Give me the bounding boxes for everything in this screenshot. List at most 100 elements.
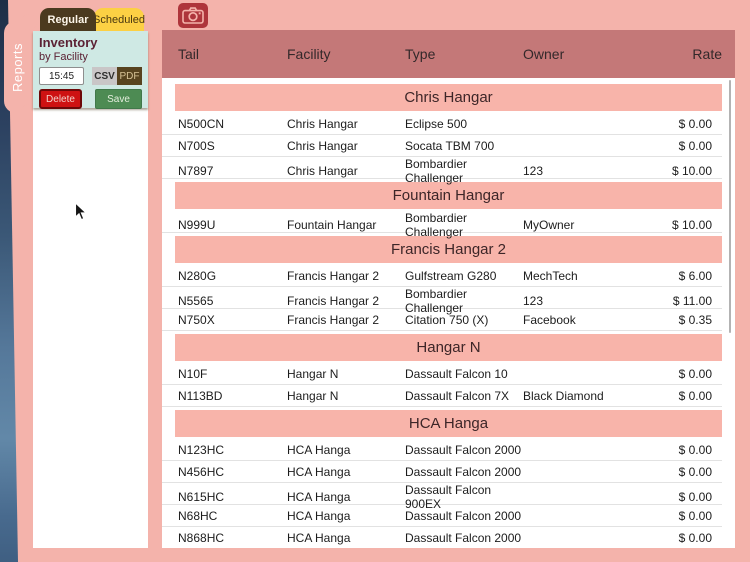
cell-rate: $ 0.00 (678, 116, 712, 131)
table-row[interactable]: N999U Fountain Hangar Bombardier Challen… (162, 211, 722, 239)
table-row[interactable]: N68HC HCA Hanga Dassault Falcon 2000 $ 0… (162, 505, 722, 527)
time-input[interactable] (39, 67, 84, 85)
group-header: HCA Hanga (175, 410, 722, 437)
panel-subtitle: by Facility (39, 51, 88, 63)
column-header-rate: Rate (692, 46, 722, 62)
save-button[interactable]: Save (95, 89, 142, 109)
table-header: Tail Facility Type Owner Rate (162, 30, 735, 78)
cell-facility: Francis Hangar 2 (287, 294, 380, 308)
cell-owner: Facebook (523, 312, 576, 327)
tab-regular[interactable]: Regular (40, 8, 96, 31)
cell-owner: MechTech (523, 268, 578, 283)
cell-facility: Chris Hangar (287, 164, 358, 178)
table-row[interactable]: N868HC HCA Hanga Dassault Falcon 2000 $ … (162, 527, 722, 548)
cell-tail: N113BD (178, 388, 223, 403)
cell-rate: $ 6.00 (678, 268, 712, 283)
tab-flare-top (21, 14, 37, 30)
inventory-panel: Inventory by Facility CSV PDF Delete Sav… (33, 31, 148, 109)
table-row[interactable]: N500CN Chris Hangar Eclipse 500 $ 0.00 (162, 113, 722, 135)
camera-icon (182, 7, 204, 24)
cell-type: Dassault Falcon 2000 (405, 464, 522, 479)
cell-facility: HCA Hanga (287, 530, 351, 545)
cell-type: Dassault Falcon 2000 (405, 530, 522, 545)
cell-type: Socata TBM 700 (405, 138, 495, 153)
table-row[interactable]: N700S Chris Hangar Socata TBM 700 $ 0.00 (162, 135, 722, 157)
cell-type: Dassault Falcon 2000 (405, 442, 522, 457)
table-row[interactable]: N456HC HCA Hanga Dassault Falcon 2000 $ … (162, 461, 722, 483)
table-row[interactable]: N615HC HCA Hanga Dassault Falcon 900EX $… (162, 483, 722, 511)
cell-owner: 123 (523, 294, 544, 308)
cell-tail: N615HC (178, 490, 225, 504)
cell-type: Eclipse 500 (405, 116, 468, 131)
cell-rate: $ 0.00 (678, 464, 712, 479)
cell-rate: $ 0.35 (678, 312, 712, 327)
group-header: Francis Hangar 2 (175, 236, 722, 263)
cell-type: Bombardier Challenger (405, 287, 468, 315)
cell-type: Dassault Falcon 900EX (405, 483, 492, 511)
cell-tail: N456HC (178, 464, 225, 479)
cell-owner: 123 (523, 164, 544, 178)
cell-tail: N868HC (178, 530, 225, 545)
group-header: Fountain Hangar (175, 182, 722, 209)
group-header-label: Francis Hangar 2 (390, 241, 507, 258)
cell-type: Gulfstream G280 (405, 268, 497, 283)
cell-tail: N280G (178, 268, 217, 283)
cell-tail: N68HC (178, 508, 218, 523)
vertical-scrollbar[interactable] (729, 80, 731, 333)
cell-facility: Chris Hangar (287, 138, 358, 153)
column-header-owner: Owner (523, 46, 565, 62)
cell-type: Citation 750 (X) (405, 312, 489, 327)
cell-rate: $ 0.00 (678, 388, 712, 403)
cell-rate: $ 0.00 (678, 490, 712, 504)
cell-owner: MyOwner (523, 218, 575, 232)
group-header-label: HCA Hanga (408, 415, 489, 432)
cell-tail: N10F (178, 366, 208, 381)
table-row[interactable]: N750X Francis Hangar 2 Citation 750 (X) … (162, 309, 722, 331)
cell-rate: $ 0.00 (678, 366, 712, 381)
panel-title: Inventory (39, 35, 98, 50)
cell-rate: $ 10.00 (671, 218, 712, 232)
cell-tail: N700S (178, 138, 215, 153)
table-body: Chris Hangar N500CN Chris Hangar Eclipse… (162, 78, 735, 548)
cell-facility: Francis Hangar 2 (287, 312, 380, 327)
cell-facility: Francis Hangar 2 (287, 268, 380, 283)
cell-rate: $ 10.00 (671, 164, 712, 178)
cell-rate: $ 0.00 (678, 442, 712, 457)
cell-facility: Fountain Hangar (287, 218, 377, 232)
cell-facility: HCA Hanga (287, 442, 351, 457)
table-row[interactable]: N280G Francis Hangar 2 Gulfstream G280 M… (162, 265, 722, 287)
cell-tail: N999U (178, 218, 216, 232)
cell-tail: N500CN (178, 116, 225, 131)
group-header-label: Chris Hangar (404, 89, 493, 106)
table-row[interactable]: N7897 Chris Hangar Bombardier Challenger… (162, 157, 722, 185)
cell-type: Dassault Falcon 7X (405, 388, 510, 403)
column-header-facility: Facility (287, 46, 331, 62)
cell-rate: $ 11.00 (672, 294, 712, 308)
cell-tail: N7897 (178, 164, 214, 178)
group-header: Chris Hangar (175, 84, 722, 111)
reports-tab-label: Reports (10, 42, 25, 92)
column-header-tail: Tail (178, 46, 200, 62)
table-row[interactable]: N10F Hangar N Dassault Falcon 10 $ 0.00 (162, 363, 722, 385)
cell-type: Bombardier Challenger (405, 211, 468, 239)
group-header-label: Hangar N (416, 339, 481, 356)
table-row[interactable]: N123HC HCA Hanga Dassault Falcon 2000 $ … (162, 439, 722, 461)
cell-rate: $ 0.00 (678, 508, 712, 523)
csv-button[interactable]: CSV (92, 67, 117, 85)
column-header-type: Type (405, 46, 436, 62)
cell-facility: Hangar N (287, 388, 339, 403)
tab-scheduled[interactable]: Scheduled (93, 8, 145, 31)
table-row[interactable]: N113BD Hangar N Dassault Falcon 7X Black… (162, 385, 722, 407)
delete-button[interactable]: Delete (39, 89, 82, 109)
cell-owner: Black Diamond (523, 388, 604, 403)
camera-button[interactable] (178, 3, 208, 28)
cell-type: Bombardier Challenger (405, 157, 468, 185)
table-row[interactable]: N5565 Francis Hangar 2 Bombardier Challe… (162, 287, 722, 315)
sidebar-tab-reports[interactable]: Reports (4, 14, 37, 120)
cell-facility: HCA Hanga (287, 490, 351, 504)
cell-facility: Chris Hangar (287, 116, 358, 131)
cell-type: Dassault Falcon 2000 (405, 508, 522, 523)
cell-rate: $ 0.00 (678, 138, 712, 153)
cell-tail: N123HC (178, 442, 225, 457)
pdf-button[interactable]: PDF (117, 67, 142, 85)
